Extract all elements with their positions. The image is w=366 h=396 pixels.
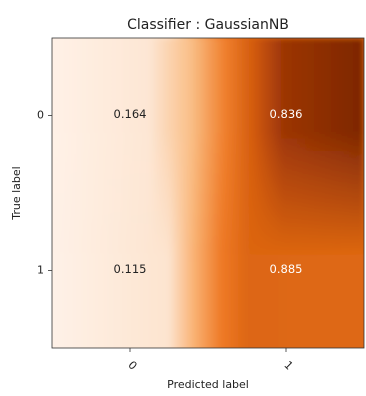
cell-label-1-1: 0.885 — [270, 262, 303, 276]
heatmap-image — [52, 38, 364, 348]
x-tick-label-1: 1 — [281, 358, 295, 372]
y-tick-label-0: 0 — [37, 109, 44, 122]
y-tick-label-1: 1 — [37, 264, 44, 277]
chart-title: Classifier : GaussianNB — [127, 17, 289, 33]
cell-label-0-1: 0.836 — [270, 107, 303, 121]
x-tick-label-0: 0 — [125, 358, 139, 372]
cell-label-1-0: 0.115 — [114, 262, 147, 276]
y-axis-label: True label — [10, 166, 23, 220]
plot-frame — [51, 37, 365, 349]
x-axis-label: Predicted label — [167, 378, 249, 391]
heatmap-cells: 0.164 0.836 0.115 0.885 — [114, 107, 303, 276]
cell-label-0-0: 0.164 — [114, 107, 147, 121]
